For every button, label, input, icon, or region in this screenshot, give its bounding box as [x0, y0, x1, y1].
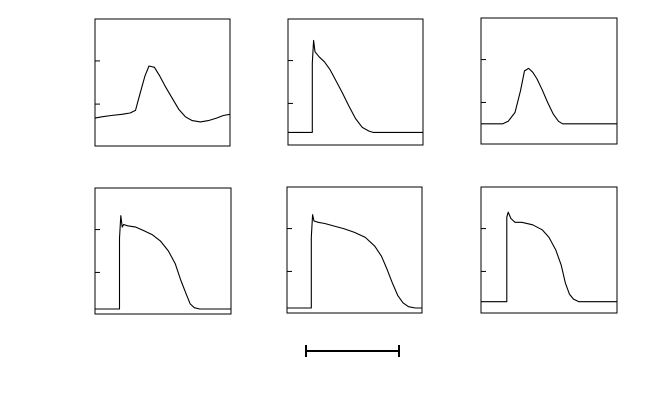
- panel-frame: [94, 18, 231, 147]
- trace-line: [480, 211, 618, 303]
- trace-line: [287, 39, 424, 133]
- panel-frame: [286, 186, 423, 314]
- panels: [94, 17, 618, 315]
- panel-row1-col2: [287, 18, 424, 146]
- trace-line: [94, 65, 231, 123]
- time-scale-bar: [305, 345, 400, 357]
- panel-frame: [480, 17, 618, 145]
- panel-frame: [287, 18, 424, 146]
- panel-row2-col2: [286, 186, 423, 314]
- panel-row2-col1: [94, 187, 232, 315]
- trace-line: [286, 214, 423, 309]
- panel-frame: [480, 186, 618, 314]
- panel-frame: [94, 187, 232, 315]
- panel-row1-col3: [480, 17, 618, 145]
- panel-row2-col3: [480, 186, 618, 314]
- panel-row1-col1: [94, 18, 231, 147]
- trace-line: [480, 67, 618, 125]
- trace-line: [94, 215, 232, 310]
